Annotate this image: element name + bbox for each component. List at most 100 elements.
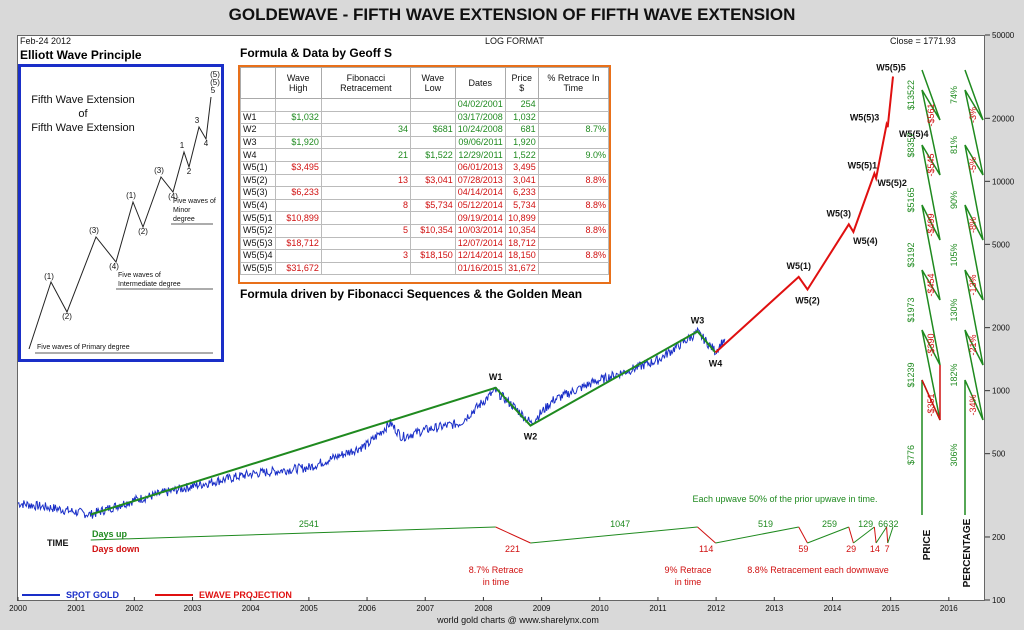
table-cell-low: $1,522: [409, 148, 456, 162]
wave-mark: 5: [211, 86, 216, 95]
time-segment: [798, 526, 808, 544]
time-segment: [848, 526, 854, 544]
table-cell-date: 12/29/2011: [454, 148, 506, 162]
table-header-row: Wave High Fibonacci Retracement Wave Low Da…: [240, 67, 610, 99]
percentage-up-value: 81%: [949, 136, 959, 154]
table-row: W5(5)5 $31,672 01/16/2015 31,672: [240, 261, 610, 276]
percentage-up-value: 90%: [949, 191, 959, 209]
wave-mark: (3): [89, 226, 99, 235]
percentage-up-value: 74%: [949, 86, 959, 104]
table-cell-high: [274, 173, 322, 188]
percentage-down-value: -34%: [968, 394, 978, 415]
table-cell-low: [409, 135, 456, 150]
wave-label: W3: [691, 315, 705, 325]
table-cell-fib: [320, 110, 411, 125]
table-cell-wave: W5(5)2: [240, 223, 276, 238]
time-segment: [875, 526, 887, 544]
table-cell-date: 07/28/2013: [454, 173, 506, 188]
table-cell-date: 09/19/2014: [454, 211, 506, 225]
y-tick-label: 20000: [992, 114, 1015, 123]
table-cell-low: [409, 98, 456, 112]
column-header: [240, 67, 276, 99]
wave-label: W2: [524, 432, 538, 442]
x-tick-label: 2014: [824, 604, 842, 613]
time-note-down: 8.8% Retracement each downwave: [747, 565, 889, 575]
wave-mark: 2: [187, 167, 192, 176]
table-cell-price: 254: [504, 98, 539, 112]
percentage-up-zigzag: [964, 69, 984, 515]
table-cell-date: 10/24/2008: [454, 123, 506, 137]
wave-label: W5(1): [786, 261, 811, 271]
table-cell-fib: 3: [320, 249, 411, 263]
table-cell-date: 05/12/2014: [454, 198, 506, 213]
table-row: W5(3) $6,233 04/14/2014 6,233: [240, 186, 610, 200]
table-cell-high: $6,233: [274, 186, 322, 200]
table-cell-low: $5,734: [409, 198, 456, 213]
wave-label: W5(3): [827, 208, 852, 218]
down-days-value: 7: [885, 544, 890, 554]
table-cell-price: 1,522: [504, 148, 539, 162]
table-cell-price: 18,150: [504, 249, 539, 263]
price-down-value: -$454: [926, 273, 936, 296]
table-cell-date: 10/03/2014: [454, 223, 506, 238]
table-cell-high: [274, 123, 322, 137]
intermediate-label: Intermediate degree: [118, 281, 181, 288]
table-row: W4 21 $1,522 12/29/2011 1,522 9.0%: [240, 148, 610, 162]
table-cell-ret: [537, 261, 610, 276]
table-cell-low: [409, 261, 456, 276]
wave-label: W5(5)5: [876, 63, 906, 73]
table-cell-date: 06/01/2013: [454, 160, 506, 175]
price-up-zigzag: [921, 69, 941, 515]
table-cell-low: $681: [409, 123, 456, 137]
time-up-line: [90, 526, 496, 541]
wave-label: W5(5)1: [848, 160, 878, 170]
table-cell-fib: [320, 98, 411, 112]
table-cell-ret: [537, 211, 610, 225]
table-cell-low: $10,354: [409, 223, 456, 238]
time-note-down: 9% Retrace: [664, 565, 711, 575]
table-cell-wave: W5(1): [240, 160, 276, 175]
table-cell-price: 1,920: [504, 135, 539, 150]
table-cell-high: $1,032: [274, 110, 322, 125]
up-days-value: 1047: [610, 519, 630, 529]
table-cell-wave: W3: [240, 135, 276, 150]
table-cell-price: 3,041: [504, 173, 539, 188]
table-cell-ret: [537, 110, 610, 125]
price-column-label: PRICE: [922, 529, 933, 560]
price-up-value: $5165: [906, 187, 916, 212]
down-days-value: 59: [798, 544, 808, 554]
primary-label: Five waves of Primary degree: [37, 344, 130, 351]
x-tick-label: 2012: [707, 604, 725, 613]
table-cell-low: $3,041: [409, 173, 456, 188]
table-cell-high: $31,672: [274, 261, 322, 276]
table-cell-date: 12/07/2014: [454, 236, 506, 251]
price-down-zigzag: [921, 365, 941, 421]
table-cell-wave: W5(4): [240, 198, 276, 213]
time-segment: [530, 526, 698, 544]
ewp-heading: Elliott Wave Principle: [20, 48, 142, 62]
table-cell-ret: 9.0%: [537, 148, 610, 162]
y-tick-label: 5000: [992, 240, 1010, 249]
x-tick-label: 2004: [242, 604, 260, 613]
y-tick-label: 200: [992, 533, 1006, 542]
price-down-value: -$561: [926, 103, 936, 126]
table-row: W5(5)3 $18,712 12/07/2014 18,712: [240, 236, 610, 251]
table-cell-ret: 8.8%: [537, 173, 610, 188]
table-cell-fib: 8: [320, 198, 411, 213]
wave-label: W5(2): [795, 296, 820, 306]
table-cell-fib: [320, 261, 411, 276]
table-cell-low: [409, 160, 456, 175]
table-cell-ret: [537, 98, 610, 112]
wave-data-table: Wave High Fibonacci Retracement Wave Low Da…: [240, 67, 610, 276]
time-note-up: Each upwave 50% of the prior upwave in t…: [692, 494, 877, 504]
scale-format: LOG FORMAT: [485, 36, 544, 46]
price-up-value: $13522: [906, 80, 916, 110]
table-cell-high: [274, 148, 322, 162]
wave-label: W4: [709, 358, 723, 368]
y-tick-label: 10000: [992, 177, 1015, 186]
table-cell-price: 10,354: [504, 223, 539, 238]
wave-mark: (2): [138, 227, 148, 236]
table-cell-fib: 21: [320, 148, 411, 162]
table-row: W3 $1,920 09/06/2011 1,920: [240, 135, 610, 150]
